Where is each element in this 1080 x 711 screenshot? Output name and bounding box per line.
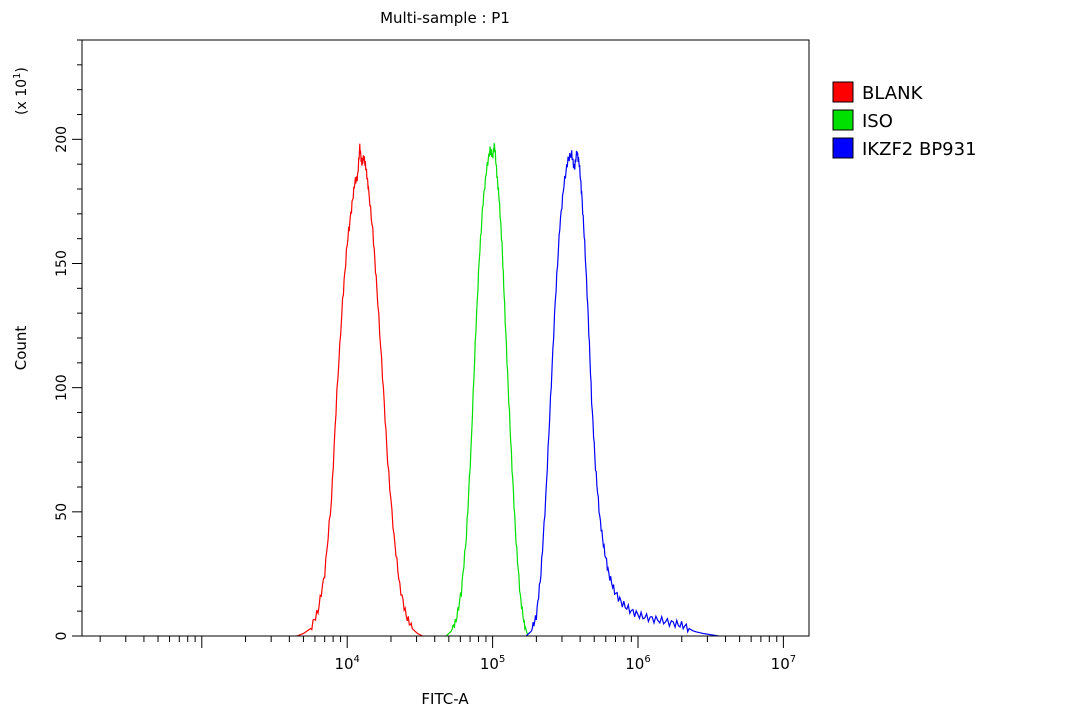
x-tick-label: 107 — [771, 654, 796, 673]
legend-label: BLANK — [862, 83, 924, 104]
y-multiplier-exponent: 1 — [12, 73, 23, 79]
legend-label: ISO — [862, 111, 893, 132]
legend-swatch — [832, 109, 854, 131]
x-tick-label: 104 — [334, 654, 359, 673]
y-multiplier-base: (x 10 — [14, 79, 30, 115]
legend-label: IKZF2 BP931 — [862, 139, 977, 160]
y-multiplier-close: ) — [14, 67, 30, 72]
svg-text:(x 101): (x 101) — [12, 67, 30, 115]
x-axis-label: FITC-A — [421, 690, 469, 708]
legend-swatch — [832, 137, 854, 159]
x-tick-label: 106 — [625, 654, 650, 673]
legend: BLANK ISO IKZF2 BP931 — [832, 81, 977, 160]
y-tick-label: 0 — [54, 632, 70, 641]
chart-title: Multi-sample : P1 — [380, 9, 510, 27]
series-line-blank — [296, 143, 423, 637]
y-axis-label: Count — [12, 326, 30, 371]
plot-frame — [81, 39, 810, 637]
histogram-series — [296, 143, 719, 637]
y-tick-label: 200 — [54, 126, 70, 153]
legend-swatch — [832, 81, 854, 103]
series-line-iso — [445, 143, 529, 637]
series-line-ikzf2-bp931 — [525, 150, 719, 637]
y-tick-label: 150 — [54, 250, 70, 277]
axis-ticks: 0 50 100 150 200 104 105 106 107 — [54, 39, 796, 673]
x-tick-label: 105 — [480, 654, 505, 673]
y-axis-multiplier: (x 101) — [12, 67, 30, 115]
y-tick-label: 100 — [54, 374, 70, 401]
y-tick-label: 50 — [54, 503, 70, 521]
